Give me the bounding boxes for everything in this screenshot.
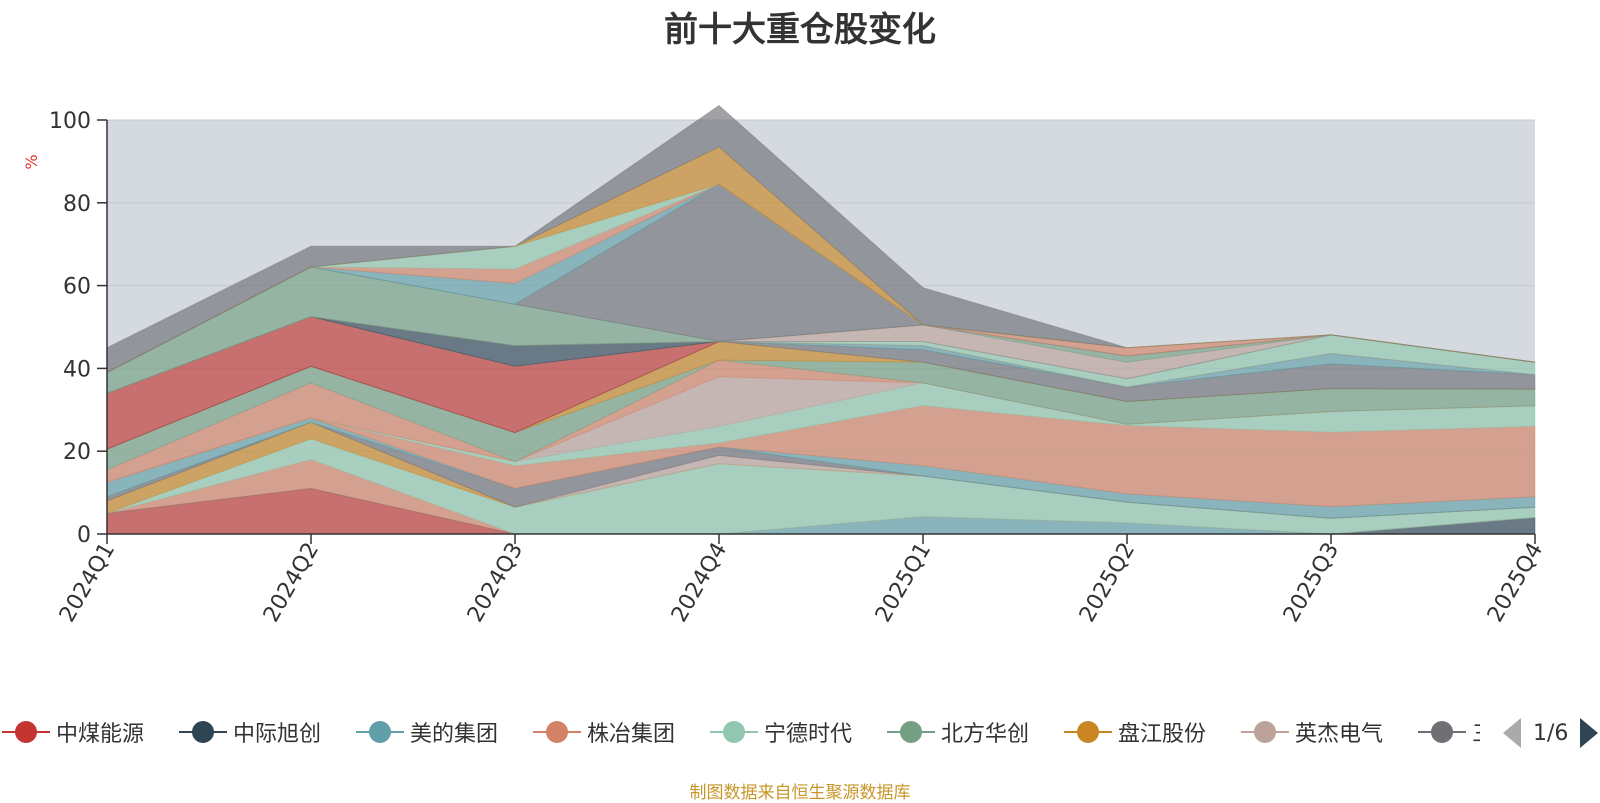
legend-item[interactable]: 株冶集团	[533, 712, 675, 752]
legend-prev-icon[interactable]	[1503, 718, 1521, 748]
legend-item[interactable]: 盘江股份	[1064, 712, 1206, 752]
x-tick-label: 2025Q4	[1483, 539, 1548, 627]
legend-label: 中煤能源	[56, 722, 145, 747]
legend-next-icon[interactable]	[1580, 718, 1599, 748]
x-tick-label: 2025Q2	[1075, 539, 1140, 627]
legend-item[interactable]: 中煤能源	[2, 712, 144, 752]
y-tick-label: 40	[63, 357, 91, 382]
legend-marker-icon	[710, 721, 758, 743]
area-series-19	[106, 316, 1536, 450]
legend-label: 株冶集团	[587, 722, 676, 747]
legend-marker-icon	[179, 721, 227, 743]
area-series-20	[106, 316, 1536, 394]
x-tick-label: 2025Q1	[871, 539, 936, 627]
x-tick-label: 2024Q1	[55, 539, 120, 627]
x-tick-label: 2024Q3	[463, 539, 528, 627]
legend-label: 宁德时代	[764, 722, 853, 747]
legend-label: 盘江股份	[1118, 722, 1207, 747]
legend-item[interactable]: 北方华创	[887, 712, 1029, 752]
legend-pager: 1/6	[1503, 716, 1599, 750]
legend-marker-icon	[2, 721, 50, 743]
chart-title: 前十大重仓股变化	[664, 10, 936, 50]
legend-marker-icon	[887, 721, 935, 743]
legend-item[interactable]: 宁德时代	[710, 712, 852, 752]
legend-marker-icon	[1418, 721, 1466, 743]
area-series-8	[106, 421, 1536, 519]
legend-label: 北方华创	[941, 722, 1030, 747]
legend-marker-icon	[356, 721, 404, 743]
x-tick-label: 2024Q4	[667, 539, 732, 627]
y-tick-label: 80	[63, 192, 91, 217]
data-source-note: 制图数据来自恒生聚源数据库	[689, 783, 911, 803]
legend-page-indicator: 1/6	[1533, 720, 1569, 746]
x-tick-label: 2024Q2	[259, 539, 324, 627]
legend-item[interactable]: 英杰电气	[1241, 712, 1383, 752]
legend-label: 三	[1472, 716, 1480, 748]
y-axis-title: %	[22, 154, 41, 169]
legend-label: 美的集团	[410, 722, 499, 747]
legend-label: 中际旭创	[233, 722, 322, 747]
legend-marker-icon	[1241, 721, 1289, 743]
legend-marker-icon	[1064, 721, 1112, 743]
y-tick-label: 60	[63, 275, 91, 300]
area-series-6	[106, 421, 1536, 519]
legend: 中煤能源 中际旭创 美的集团 株冶集团 宁德时代 北方华创 盘江股份 英杰电气 三	[0, 712, 1480, 752]
legend-label: 英杰电气	[1295, 722, 1384, 747]
legend-item[interactable]: 美的集团	[356, 712, 498, 752]
legend-item[interactable]: 中际旭创	[179, 712, 321, 752]
area-series-29	[106, 104, 1536, 374]
y-tick-label: 20	[63, 440, 91, 465]
legend-item[interactable]: 三	[1418, 712, 1480, 752]
y-tick-label: 0	[77, 523, 91, 548]
area-chart: 0 20 40 60 80 100% 2024Q1 2024Q2 2024Q3 2024Q4 202…	[22, 104, 1548, 627]
y-tick-label: 100	[49, 109, 91, 134]
x-tick-label: 2025Q3	[1279, 539, 1344, 627]
legend-marker-icon	[533, 721, 581, 743]
